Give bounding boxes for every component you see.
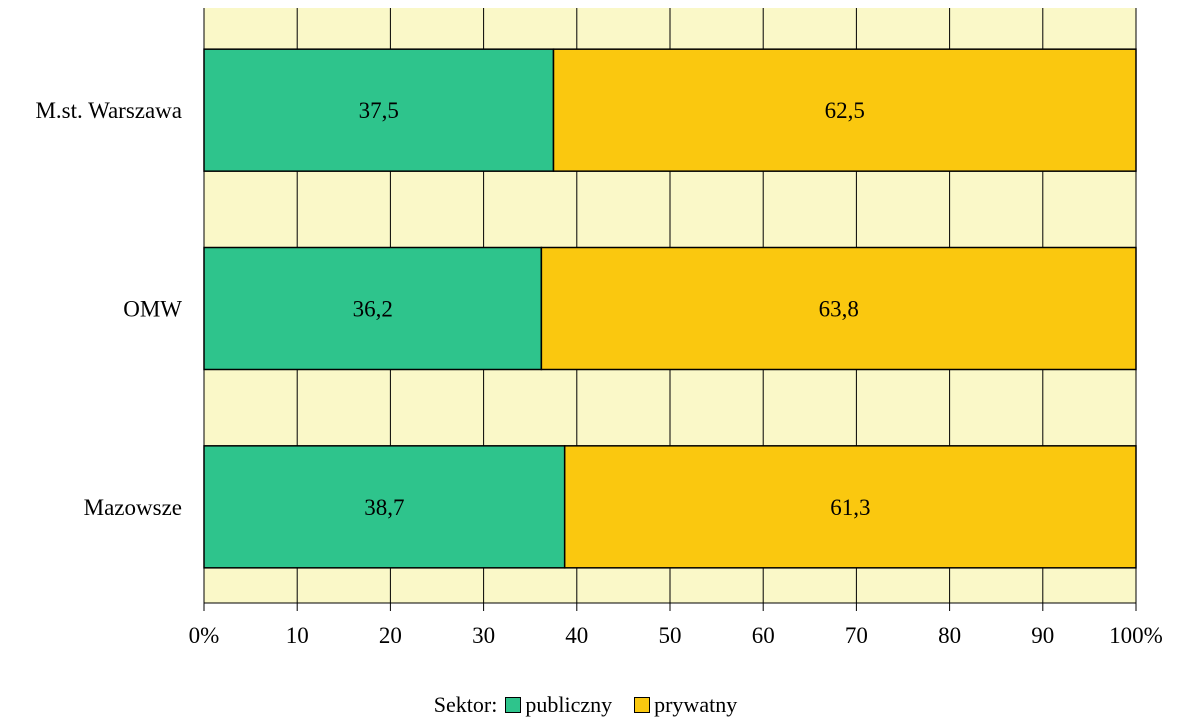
x-tick-label: 60 — [752, 623, 775, 648]
legend-item-prywatny: prywatny — [634, 692, 737, 718]
bar-value-label: 62,5 — [825, 98, 865, 123]
bar-prywatny-2 — [563, 445, 1137, 569]
bar-prywatny-1 — [540, 246, 1137, 371]
category-label: OMW — [123, 297, 182, 322]
category-labels: M.st. Warszawa OMW Mazowsze — [35, 98, 182, 520]
bar-value-label: 61,3 — [830, 495, 870, 520]
stacked-bar-chart: 37,5 62,5 36,2 63,8 38,7 61,3 M.st. Warszawa O… — [35, 8, 1163, 648]
category-label: M.st. Warszawa — [35, 98, 182, 123]
x-axis-ticks: 0% 10 20 30 40 50 60 70 80 90 100% — [189, 623, 1163, 648]
legend-item-publiczny: publiczny — [505, 692, 612, 718]
bar-value-label: 36,2 — [353, 297, 393, 322]
x-tick-label: 70 — [845, 623, 868, 648]
bar-publiczny-2 — [203, 445, 566, 569]
bar-value-label: 63,8 — [819, 297, 859, 322]
legend-label-publiczny: publiczny — [525, 692, 613, 717]
x-tick-label: 20 — [379, 623, 402, 648]
x-tick-label: 100% — [1109, 623, 1163, 648]
bar-value-label: 37,5 — [359, 98, 399, 123]
legend: Sektor: publiczny prywatny — [0, 690, 1193, 720]
legend-swatch-publiczny — [505, 697, 522, 713]
x-tick-label: 90 — [1031, 623, 1054, 648]
x-tick-label: 0% — [189, 623, 220, 648]
legend-label-prywatny: prywatny — [654, 692, 738, 717]
x-tick-label: 50 — [659, 623, 682, 648]
bar-publiczny-1 — [203, 246, 543, 371]
bar-value-label: 38,7 — [364, 495, 404, 520]
legend-title: Sektor: — [433, 692, 498, 717]
x-tick-label: 10 — [286, 623, 309, 648]
bar-labels: 37,5 62,5 36,2 63,8 38,7 61,3 — [353, 98, 871, 520]
legend-swatch-prywatny — [634, 697, 651, 713]
x-tick-label: 80 — [938, 623, 961, 648]
x-tick-label: 30 — [472, 623, 495, 648]
bar-prywatny-0 — [552, 48, 1137, 172]
category-label: Mazowsze — [84, 495, 182, 520]
x-tick-label: 40 — [565, 623, 588, 648]
bars — [203, 48, 1137, 569]
